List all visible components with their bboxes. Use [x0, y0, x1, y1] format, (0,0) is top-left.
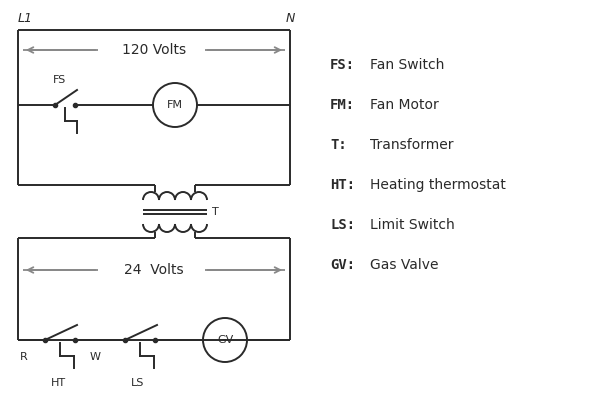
Text: T: T: [212, 207, 219, 217]
Text: HT:: HT:: [330, 178, 355, 192]
Text: N: N: [286, 12, 294, 25]
Text: FS: FS: [53, 75, 66, 85]
Text: Transformer: Transformer: [370, 138, 454, 152]
Text: 120 Volts: 120 Volts: [122, 43, 186, 57]
Text: LS: LS: [132, 378, 145, 388]
Text: FS:: FS:: [330, 58, 355, 72]
Text: GV:: GV:: [330, 258, 355, 272]
Text: FM: FM: [167, 100, 183, 110]
Text: Limit Switch: Limit Switch: [370, 218, 455, 232]
Text: Fan Motor: Fan Motor: [370, 98, 439, 112]
Text: T:: T:: [330, 138, 347, 152]
Text: Fan Switch: Fan Switch: [370, 58, 444, 72]
Text: Heating thermostat: Heating thermostat: [370, 178, 506, 192]
Text: R: R: [20, 352, 28, 362]
Text: LS:: LS:: [330, 218, 355, 232]
Text: W: W: [90, 352, 101, 362]
Text: FM:: FM:: [330, 98, 355, 112]
Text: 24  Volts: 24 Volts: [124, 263, 184, 277]
Text: Gas Valve: Gas Valve: [370, 258, 438, 272]
Text: GV: GV: [217, 335, 233, 345]
Text: L1: L1: [18, 12, 33, 25]
Text: HT: HT: [50, 378, 65, 388]
